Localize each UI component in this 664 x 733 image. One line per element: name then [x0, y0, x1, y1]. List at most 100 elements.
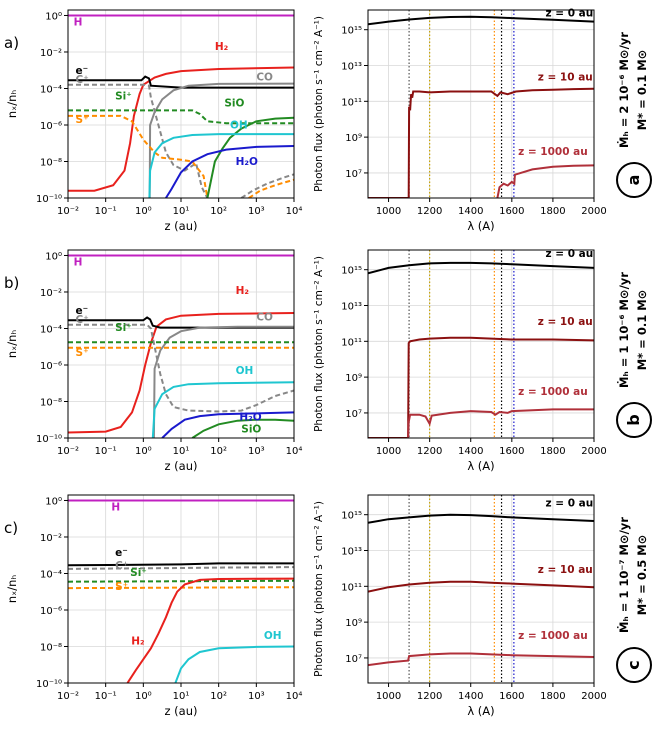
flux-line-z = 0 au: [368, 513, 594, 524]
x-tick-label: 10¹: [173, 691, 190, 702]
series-label: CO: [256, 311, 273, 323]
series-line-Si⁺: [68, 109, 294, 125]
series-line-CO: [148, 82, 294, 198]
series-label: C⁺: [76, 74, 89, 86]
side-letter-circle: [616, 402, 652, 438]
abundance-panel: He⁻C⁺Si⁺S⁺ H₂ OH 10⁻² 10⁻¹ 10⁰ 10¹ 10² 10³ 10⁴ 10⁻…: [5, 494, 302, 718]
side-letter-circle: [616, 162, 652, 198]
x-tick-label: 1800: [540, 691, 565, 702]
x-tick-label: 10¹: [173, 446, 190, 457]
series-line-OH: [174, 645, 294, 683]
series-line-e⁻: [68, 316, 294, 329]
series-label: Si⁺: [115, 322, 132, 334]
series-label: S⁺: [115, 581, 128, 593]
series-label: H₂: [215, 41, 229, 53]
series-label: C⁺: [115, 560, 128, 572]
y-tick-label: 10⁻⁶: [40, 361, 62, 372]
flux-series-label: z = 10 au: [538, 564, 593, 576]
x-tick-label: 1000: [376, 691, 401, 702]
series-label: OH: [236, 365, 254, 377]
x-tick-label: 10⁻²: [57, 206, 79, 217]
y-tick-label: 10⁹: [345, 133, 362, 144]
flux-panel: z = 0 au z = 10 au z = 1000 au 1000 1200 1400…: [313, 494, 607, 718]
x-tick-label: 10⁴: [286, 446, 303, 457]
series-label: e⁻: [115, 547, 128, 559]
x-tick-label: 10⁻¹: [95, 691, 117, 702]
side-mass-text: M* = 0.1 M⊙: [635, 50, 649, 131]
series-label: e⁻: [76, 305, 89, 317]
flux-line-z = 10 au: [368, 87, 594, 198]
abundance-panel: H H₂ e⁻C⁺ CO Si⁺ S⁺ SiO OH H₂O 10⁻² 10⁻¹ 10⁰ 10¹ 10² 1…: [5, 9, 302, 233]
side-letter: b: [624, 414, 643, 425]
abundance-series: [68, 254, 294, 438]
flux-series-label: z = 10 au: [538, 316, 593, 328]
x-tick-label: 10⁻²: [57, 446, 79, 457]
series-label: SiO: [241, 424, 261, 436]
flux-line-z = 10 au: [368, 580, 594, 593]
x-tick-label: 1200: [417, 206, 442, 217]
x-axis-label: λ (A): [467, 459, 494, 473]
y-tick-label: 10¹³: [341, 302, 362, 313]
flux-series: [368, 261, 594, 438]
series-label: H: [74, 257, 83, 269]
side-label: Ṁₕ = 1 10⁻⁷ M⊙/yr M* = 0.5 M⊙ c: [616, 517, 652, 683]
abundance-series: [68, 499, 294, 683]
y-tick-label: 10⁻⁶: [40, 121, 62, 132]
series-label: H₂: [236, 285, 250, 297]
y-tick-label: 10¹⁵: [341, 266, 362, 277]
x-tick-label: 1400: [458, 446, 483, 457]
series-label: C⁺: [76, 314, 89, 326]
side-label: Ṁₕ = 1 10⁻⁶ M⊙/yr M* = 0.1 M⊙ b: [616, 272, 652, 438]
row-label: a): [4, 34, 19, 52]
x-tick-label: 1600: [499, 446, 524, 457]
x-tick-label: 10⁻¹: [95, 206, 117, 217]
flux-series-label: z = 0 au: [545, 248, 593, 260]
y-axis-label: Photon flux (photon s⁻¹ cm⁻² A⁻¹): [313, 256, 325, 432]
y-axis-label: nₓ/nₕ: [5, 575, 19, 603]
x-tick-label: 10³: [248, 206, 265, 217]
x-axis-label: λ (A): [467, 704, 494, 718]
x-tick-label: 1600: [499, 691, 524, 702]
series-label: S⁺: [76, 347, 89, 359]
x-tick-label: 2000: [581, 446, 606, 457]
series-label: SiO: [224, 98, 244, 110]
axes-frame: [367, 494, 595, 684]
row-label: b): [4, 274, 19, 292]
series-label: Si⁺: [130, 567, 147, 579]
side-rate-text: Ṁₕ = 1 10⁻⁶ M⊙/yr: [616, 272, 631, 388]
series-line-H₂O: [165, 145, 294, 198]
flux-series: [368, 15, 594, 198]
series-line-H₂O: [161, 411, 294, 438]
y-axis-label: Photon flux (photon s⁻¹ cm⁻² A⁻¹): [313, 501, 325, 677]
y-tick-label: 10⁻⁴: [40, 84, 62, 95]
y-tick-label: 10¹⁵: [341, 511, 362, 522]
flux-line-z = 0 au: [368, 261, 594, 275]
series-label: CO: [256, 71, 273, 83]
row-label: c): [4, 519, 18, 537]
series-line-OH: [148, 133, 294, 198]
y-tick-label: 10¹³: [341, 62, 362, 73]
series-line-e⁻: [68, 562, 294, 567]
x-tick-label: 1400: [458, 691, 483, 702]
side-letter: a: [624, 175, 643, 186]
x-tick-label: 10³: [248, 446, 265, 457]
series-label: e⁻: [76, 65, 89, 77]
side-letter: c: [624, 660, 643, 669]
x-axis-label: z (au): [164, 219, 197, 233]
x-tick-label: 10⁻¹: [95, 446, 117, 457]
series-line-C⁺: [68, 323, 294, 413]
y-tick-label: 10¹¹: [341, 582, 362, 593]
flux-series: [368, 513, 594, 667]
side-mass-text: M* = 0.5 M⊙: [635, 535, 649, 616]
y-tick-label: 10⁷: [345, 654, 362, 665]
series-line-H₂: [126, 577, 294, 683]
x-tick-label: 1600: [499, 206, 524, 217]
x-tick-label: 1800: [540, 446, 565, 457]
y-tick-label: 10⁻²: [40, 533, 62, 544]
y-axis-label: Photon flux (photon s⁻¹ cm⁻² A⁻¹): [313, 16, 325, 192]
x-tick-label: 2000: [581, 206, 606, 217]
series-line-OH: [151, 381, 294, 438]
x-tick-label: 10²: [210, 446, 227, 457]
flux-panel: z = 0 au z = 10 au z = 1000 au 1000 1200 1400…: [313, 248, 607, 473]
